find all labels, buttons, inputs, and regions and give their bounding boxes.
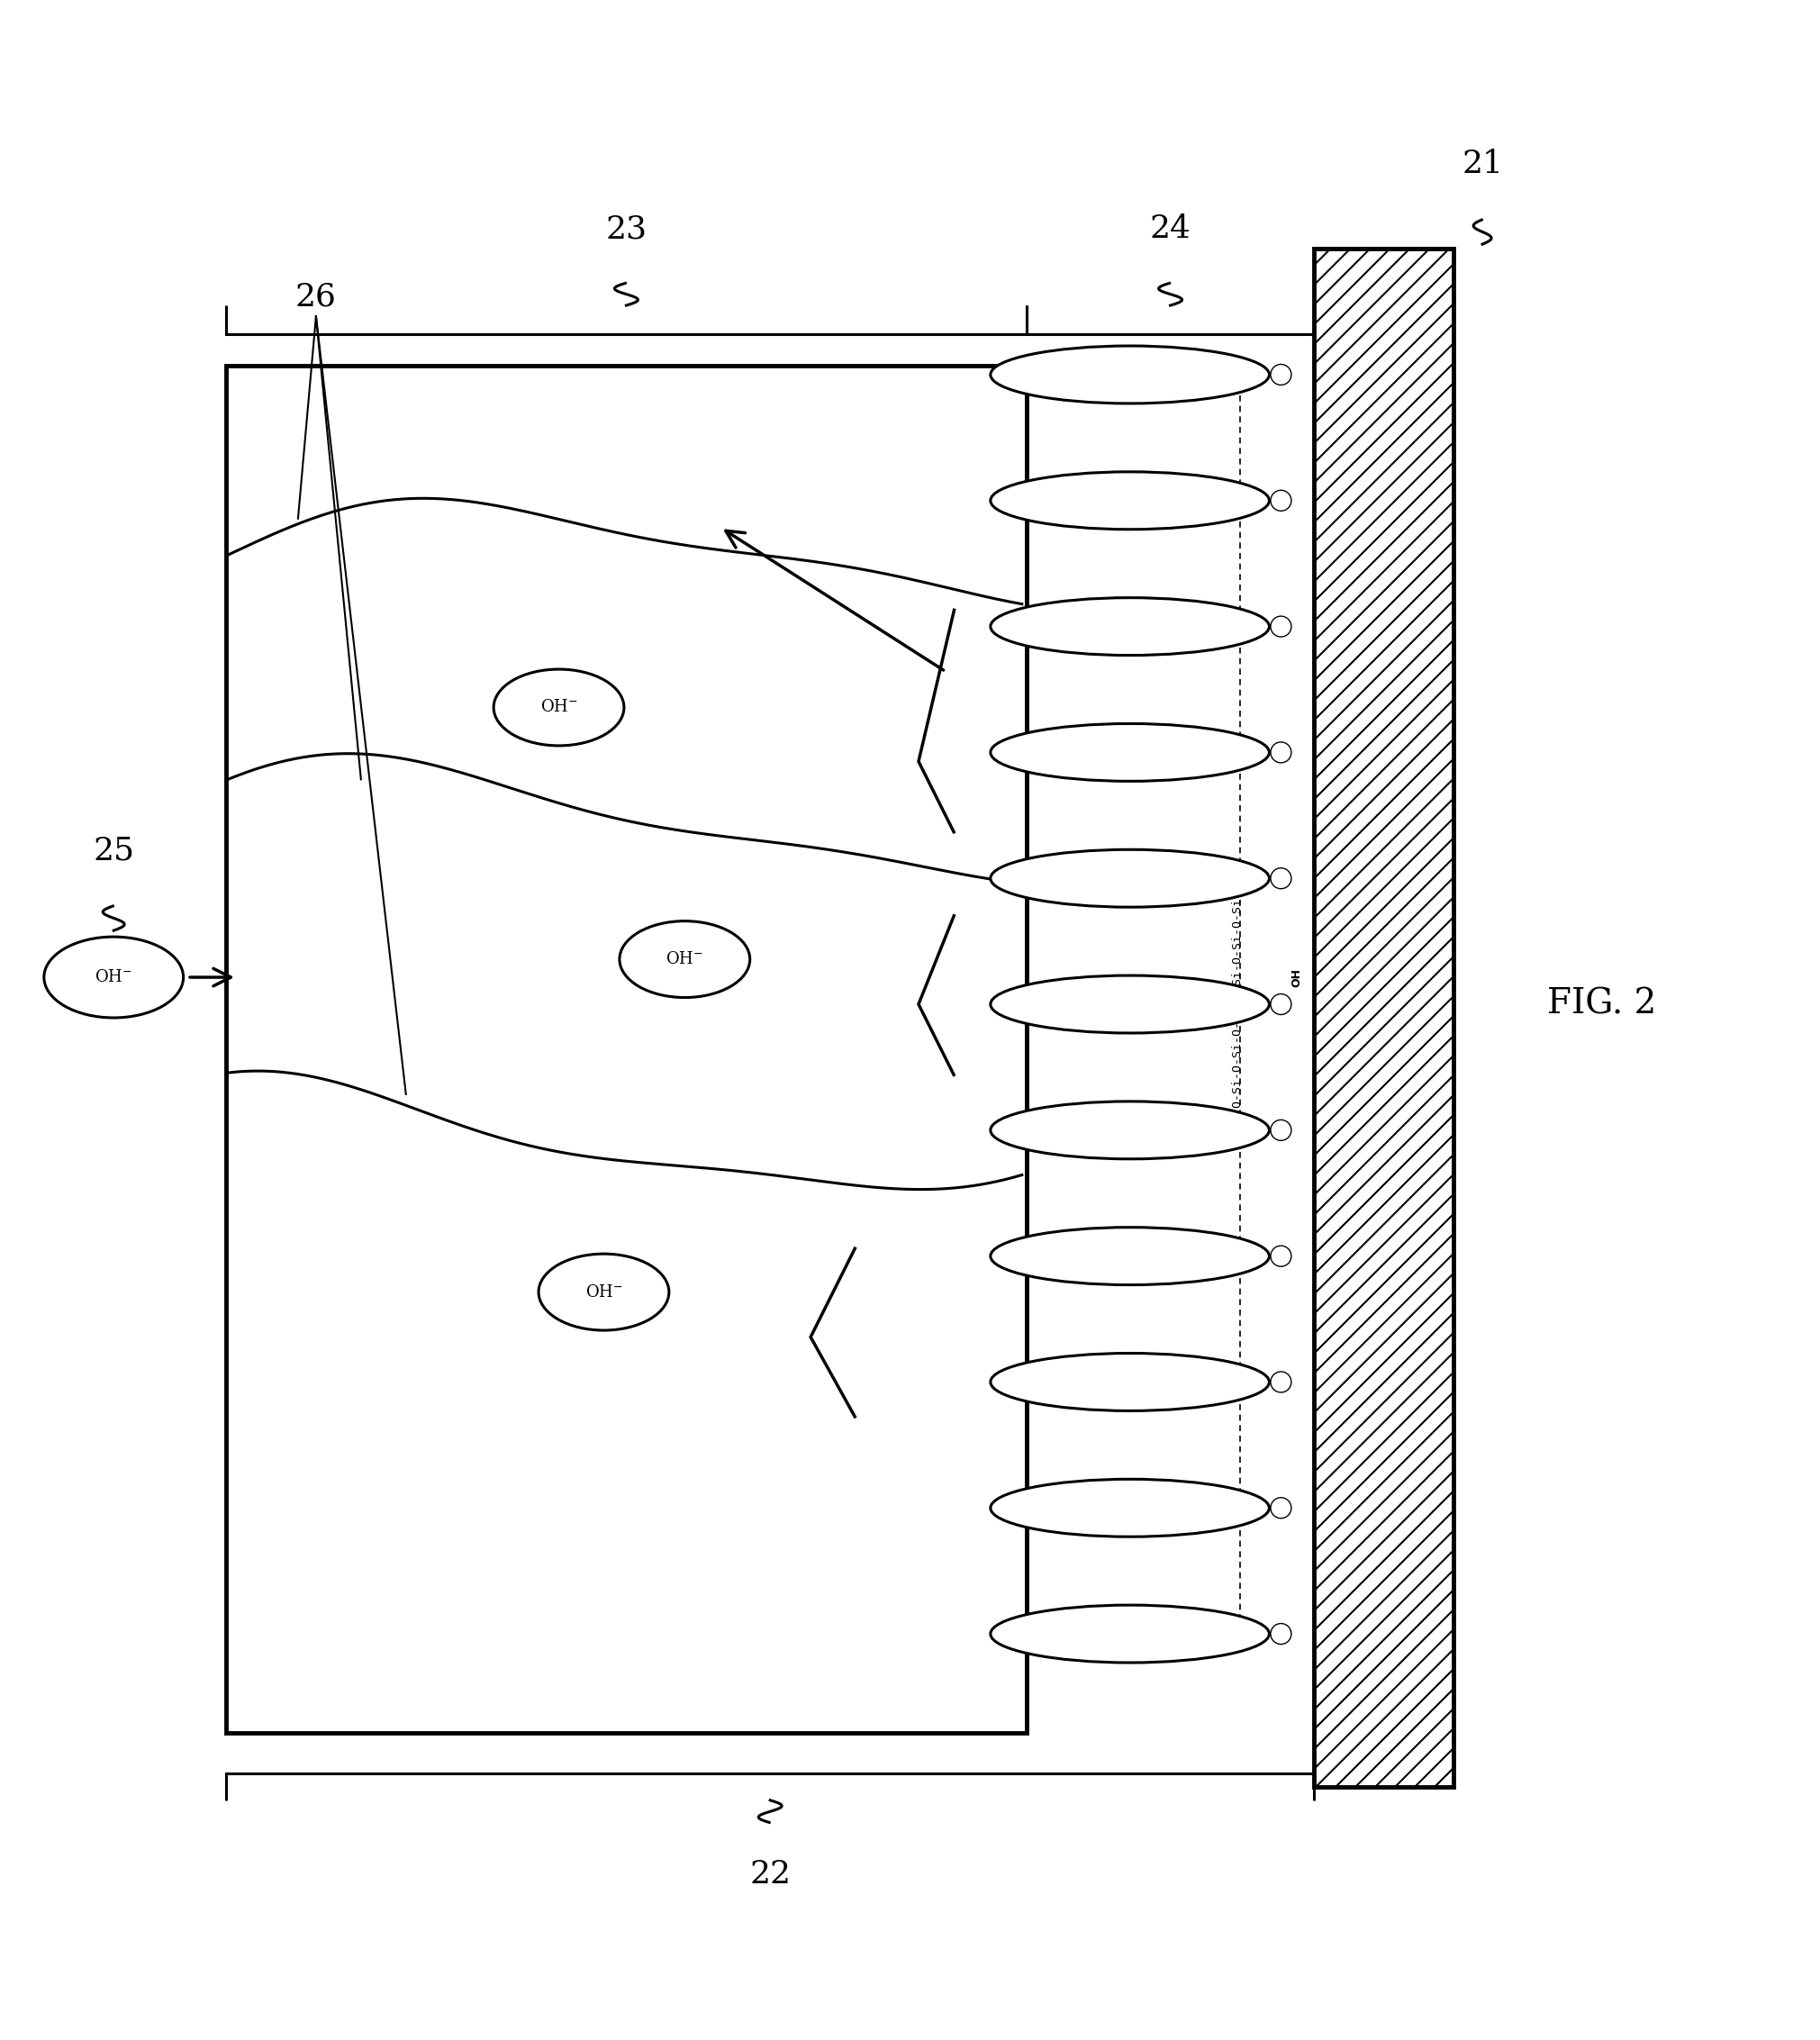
Ellipse shape: [990, 1479, 1269, 1536]
Text: 23: 23: [606, 214, 648, 245]
Text: 22: 22: [750, 1858, 792, 1889]
Ellipse shape: [990, 471, 1269, 528]
Circle shape: [1270, 1497, 1292, 1518]
Text: -Si-O-Si-O-Si-O-Si-O-Si-O-Si-O-Si-O-: -Si-O-Si-O-Si-O-Si-O-Si-O-Si-O-Si-O-: [1230, 875, 1241, 1134]
Circle shape: [1270, 743, 1292, 763]
Circle shape: [1270, 867, 1292, 889]
Text: 24: 24: [1150, 214, 1190, 245]
Ellipse shape: [990, 724, 1269, 781]
Text: 25: 25: [93, 834, 135, 865]
Circle shape: [1270, 1371, 1292, 1393]
Text: OH$^{-}$: OH$^{-}$: [666, 951, 704, 967]
Text: OH$^{-}$: OH$^{-}$: [95, 969, 133, 985]
Bar: [226, 365, 1026, 1732]
Ellipse shape: [990, 1228, 1269, 1285]
Circle shape: [1270, 365, 1292, 386]
Text: 21: 21: [1461, 149, 1503, 180]
Bar: [1314, 249, 1454, 1787]
Circle shape: [1270, 1624, 1292, 1644]
Ellipse shape: [990, 347, 1269, 404]
Ellipse shape: [44, 936, 184, 1018]
Ellipse shape: [990, 598, 1269, 655]
Circle shape: [1270, 1246, 1292, 1267]
Text: OH: OH: [1290, 967, 1301, 987]
Circle shape: [1270, 993, 1292, 1014]
Ellipse shape: [619, 922, 750, 998]
Text: OH$^{-}$: OH$^{-}$: [541, 700, 577, 716]
Text: OH$^{-}$: OH$^{-}$: [584, 1283, 622, 1299]
Ellipse shape: [539, 1255, 670, 1330]
Text: 26: 26: [295, 282, 337, 312]
Circle shape: [1270, 490, 1292, 510]
Ellipse shape: [990, 1353, 1269, 1412]
Circle shape: [1270, 1120, 1292, 1140]
Ellipse shape: [990, 1605, 1269, 1663]
Circle shape: [1270, 616, 1292, 636]
Ellipse shape: [990, 975, 1269, 1032]
Text: FIG. 2: FIG. 2: [1547, 987, 1656, 1020]
Ellipse shape: [990, 1102, 1269, 1159]
Ellipse shape: [990, 849, 1269, 908]
Ellipse shape: [493, 669, 624, 747]
